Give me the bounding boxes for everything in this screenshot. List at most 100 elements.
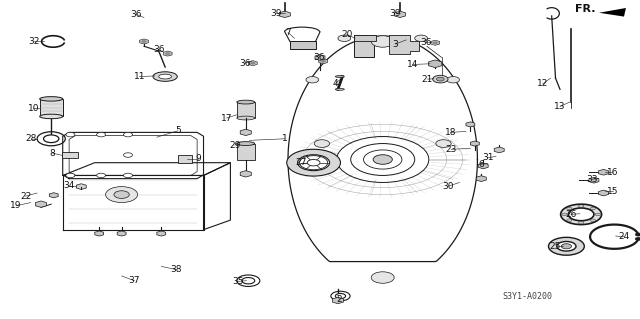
Text: FR.: FR.: [575, 4, 595, 14]
Ellipse shape: [159, 74, 172, 79]
Text: 39: 39: [390, 9, 401, 18]
Text: S3Y1-A0200: S3Y1-A0200: [502, 292, 552, 301]
Circle shape: [436, 140, 451, 147]
Polygon shape: [248, 61, 257, 66]
Text: 18: 18: [445, 128, 457, 137]
Polygon shape: [117, 231, 126, 236]
Circle shape: [548, 237, 584, 255]
Text: 35: 35: [232, 277, 244, 286]
Text: 28: 28: [25, 134, 36, 143]
Circle shape: [371, 272, 394, 283]
Circle shape: [561, 244, 572, 249]
Polygon shape: [598, 190, 609, 196]
Ellipse shape: [237, 116, 255, 120]
Circle shape: [561, 204, 602, 225]
Polygon shape: [35, 201, 47, 207]
Text: 26: 26: [565, 210, 577, 219]
Text: 8: 8: [50, 149, 55, 158]
Text: 16: 16: [607, 168, 619, 177]
Circle shape: [321, 60, 326, 63]
Circle shape: [364, 150, 402, 169]
Circle shape: [306, 77, 319, 83]
Polygon shape: [76, 184, 86, 189]
Circle shape: [590, 219, 595, 221]
Circle shape: [590, 207, 595, 210]
Polygon shape: [140, 39, 148, 44]
Polygon shape: [598, 169, 609, 175]
Circle shape: [433, 75, 448, 83]
Circle shape: [433, 41, 438, 44]
Circle shape: [567, 219, 572, 221]
Circle shape: [66, 132, 75, 137]
Circle shape: [595, 213, 600, 216]
Text: 33: 33: [586, 175, 598, 184]
Circle shape: [314, 140, 330, 147]
Text: 17: 17: [221, 114, 232, 122]
Circle shape: [124, 153, 132, 157]
Text: 13: 13: [554, 102, 566, 111]
Polygon shape: [49, 193, 58, 198]
Text: 39: 39: [271, 9, 282, 18]
Circle shape: [579, 205, 584, 207]
Circle shape: [114, 191, 129, 198]
Polygon shape: [470, 141, 479, 146]
Text: 36: 36: [153, 45, 164, 54]
Text: 6: 6: [479, 160, 484, 169]
Bar: [62, 152, 78, 158]
Circle shape: [557, 241, 576, 251]
Text: 5: 5: [175, 126, 180, 135]
Polygon shape: [589, 177, 599, 183]
Circle shape: [287, 149, 340, 176]
Bar: [178, 155, 192, 163]
Text: 2: 2: [337, 295, 342, 304]
Circle shape: [568, 208, 594, 221]
Text: 36: 36: [239, 59, 251, 68]
Polygon shape: [476, 176, 486, 182]
Circle shape: [242, 278, 255, 284]
Text: 30: 30: [442, 182, 454, 191]
Circle shape: [351, 144, 415, 175]
Text: 31: 31: [482, 153, 493, 162]
Text: 3: 3: [393, 40, 398, 48]
Ellipse shape: [40, 97, 63, 101]
Text: 36: 36: [420, 38, 431, 47]
Polygon shape: [95, 231, 104, 236]
Text: 1: 1: [282, 134, 287, 143]
Ellipse shape: [335, 88, 344, 90]
Text: 20: 20: [341, 30, 353, 39]
Bar: [290, 41, 316, 49]
Circle shape: [335, 293, 346, 299]
Polygon shape: [157, 231, 166, 236]
Text: 23: 23: [445, 145, 457, 154]
Circle shape: [97, 132, 106, 137]
Circle shape: [579, 221, 584, 224]
Text: 11: 11: [134, 72, 145, 81]
Text: 29: 29: [229, 141, 241, 150]
Circle shape: [436, 77, 444, 81]
Circle shape: [635, 237, 640, 241]
Text: 27: 27: [295, 158, 307, 167]
Text: 22: 22: [20, 192, 31, 201]
Bar: [237, 102, 255, 118]
Polygon shape: [599, 8, 626, 17]
Circle shape: [124, 132, 132, 137]
Circle shape: [165, 52, 170, 55]
Circle shape: [307, 160, 320, 166]
Polygon shape: [394, 11, 406, 18]
Circle shape: [66, 153, 75, 157]
Polygon shape: [315, 55, 325, 60]
Text: 37: 37: [129, 276, 140, 285]
Polygon shape: [163, 51, 172, 56]
Polygon shape: [240, 129, 252, 136]
Text: 25: 25: [550, 242, 561, 251]
Text: 34: 34: [63, 181, 75, 190]
Circle shape: [66, 173, 75, 178]
Bar: [354, 35, 374, 57]
Text: 12: 12: [537, 79, 548, 88]
Circle shape: [97, 173, 106, 178]
Polygon shape: [478, 163, 488, 169]
Circle shape: [44, 135, 59, 143]
Text: 36: 36: [131, 10, 142, 19]
Circle shape: [373, 155, 392, 164]
Text: 4: 4: [333, 79, 338, 88]
